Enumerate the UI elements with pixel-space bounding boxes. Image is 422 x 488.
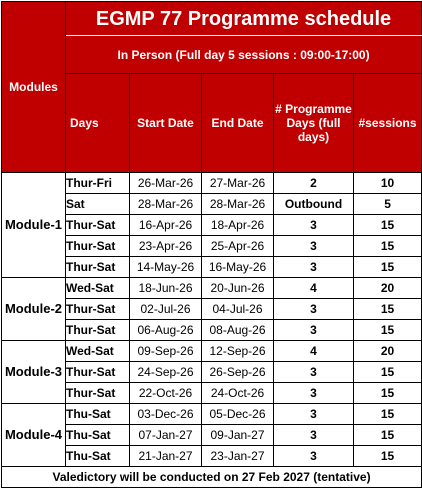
programme-days-cell: 3 <box>273 403 354 425</box>
end-date-cell: 24-Oct-26 <box>201 382 274 404</box>
sessions-cell: 15 <box>352 214 422 236</box>
end-date-cell: 27-Mar-26 <box>201 172 274 194</box>
start-date-cell: 09-Sep-26 <box>129 340 202 362</box>
days-cell: Wed-Sat <box>65 340 130 362</box>
sessions-cell: 20 <box>352 277 422 299</box>
footer-row: Valedictory will be conducted on 27 Feb … <box>0 466 422 488</box>
end-date-cell: 09-Jan-27 <box>201 424 274 446</box>
programme-days-cell: Outbound <box>273 193 354 215</box>
sessions-cell: 5 <box>352 193 422 215</box>
start-date-cell: 18-Jun-26 <box>129 277 202 299</box>
column-header-row: Days Start Date End Date # Programme Day… <box>2 73 422 173</box>
programme-days-cell: 3 <box>273 361 354 383</box>
table-row: Module-4 Thu-Sat 03-Dec-26 05-Dec-26 3 15 <box>1 403 422 467</box>
programme-days-cell: 3 <box>273 445 354 467</box>
end-date-cell: 05-Dec-26 <box>201 403 274 425</box>
start-date-cell: 26-Mar-26 <box>129 172 202 194</box>
end-date-cell: 20-Jun-26 <box>201 277 274 299</box>
start-date-cell: 16-Apr-26 <box>129 214 202 236</box>
start-date-cell: 28-Mar-26 <box>129 193 202 215</box>
start-date-cell: 06-Aug-26 <box>129 319 202 341</box>
sessions-cell: 10 <box>352 172 422 194</box>
subtitle-row: In Person (Full day 5 sessions : 09:00-1… <box>2 35 422 74</box>
module-name: Module-3 <box>1 340 66 404</box>
end-date-cell: 12-Sep-26 <box>201 340 274 362</box>
start-date-cell: 21-Jan-27 <box>129 445 202 467</box>
title-row: Modules EGMP 77 Programme schedule <box>1 1 422 173</box>
end-date-cell: 08-Aug-26 <box>201 319 274 341</box>
module-name: Module-2 <box>1 277 66 341</box>
days-cell: Thur-Sat <box>65 214 130 236</box>
days-cell: Thur-Sat <box>65 298 130 320</box>
days-cell: Thur-Sat <box>65 319 130 341</box>
days-cell: Thur-Sat <box>65 235 130 257</box>
end-date-cell: 04-Jul-26 <box>201 298 274 320</box>
days-cell: Thur-Sat <box>65 382 130 404</box>
end-date-cell: 23-Jan-27 <box>201 445 274 467</box>
days-cell: Thu-Sat <box>65 445 130 467</box>
schedule-subtitle: In Person (Full day 5 sessions : 09:00-1… <box>64 35 422 74</box>
days-cell: Thu-Sat <box>65 403 130 425</box>
start-date-cell: 03-Dec-26 <box>129 403 202 425</box>
schedule-title: EGMP 77 Programme schedule <box>64 1 422 36</box>
sessions-cell: 20 <box>352 340 422 362</box>
programme-days-header: # Programme Days (full days) <box>273 73 354 173</box>
table-row: Thu-Sat 07-Jan-27 09-Jan-27 3 15 <box>2 424 422 446</box>
days-cell: Sat <box>65 193 130 215</box>
sessions-cell: 15 <box>352 361 422 383</box>
end-date-header: End Date <box>201 73 274 173</box>
modules-header: Modules <box>1 1 66 173</box>
end-date-cell: 26-Sep-26 <box>201 361 274 383</box>
sessions-cell: 15 <box>352 319 422 341</box>
start-date-cell: 24-Sep-26 <box>129 361 202 383</box>
start-date-cell: 14-May-26 <box>129 256 202 278</box>
start-date-cell: 07-Jan-27 <box>129 424 202 446</box>
programme-days-cell: 3 <box>273 256 354 278</box>
sessions-cell: 15 <box>352 298 422 320</box>
table-row: Thur-Sat 16-Apr-26 18-Apr-26 3 15 <box>2 214 422 236</box>
sessions-cell: 15 <box>352 403 422 425</box>
sessions-cell: 15 <box>352 256 422 278</box>
programme-days-cell: 3 <box>273 319 354 341</box>
programme-days-cell: 2 <box>273 172 354 194</box>
days-cell: Thur-Sat <box>65 256 130 278</box>
sessions-header: #sessions <box>352 73 422 173</box>
programme-days-cell: 3 <box>273 424 354 446</box>
sessions-cell: 15 <box>352 445 422 467</box>
start-date-cell: 22-Oct-26 <box>129 382 202 404</box>
start-date-cell: 23-Apr-26 <box>129 235 202 257</box>
sessions-cell: 15 <box>352 424 422 446</box>
days-cell: Thu-Sat <box>65 424 130 446</box>
table-row: Module-1 Thur-Fri 26-Mar-26 27-Mar-26 2 10 <box>1 172 422 278</box>
table-row: Thur-Sat 02-Jul-26 04-Jul-26 3 15 <box>2 298 422 320</box>
table-row: Sat 28-Mar-26 28-Mar-26 Outbound 5 <box>2 193 422 215</box>
module-name: Module-1 <box>1 172 66 278</box>
valedictory-note: Valedictory will be conducted on 27 Feb … <box>0 466 422 488</box>
programme-days-cell: 3 <box>273 382 354 404</box>
days-header: Days <box>65 73 130 173</box>
programme-days-cell: 4 <box>273 277 354 299</box>
sessions-cell: 15 <box>352 382 422 404</box>
table-row: Thur-Sat 24-Sep-26 26-Sep-26 3 15 <box>2 361 422 383</box>
table-row: Module-2 Wed-Sat 18-Jun-26 20-Jun-26 4 20 <box>1 277 422 341</box>
table-row: Thur-Sat 14-May-26 16-May-26 3 15 <box>2 256 422 278</box>
end-date-cell: 16-May-26 <box>201 256 274 278</box>
programme-days-cell: 3 <box>273 214 354 236</box>
start-date-cell: 02-Jul-26 <box>129 298 202 320</box>
programme-days-cell: 3 <box>273 298 354 320</box>
module-name: Module-4 <box>1 403 66 467</box>
end-date-cell: 25-Apr-26 <box>201 235 274 257</box>
sessions-cell: 15 <box>352 235 422 257</box>
start-date-header: Start Date <box>129 73 202 173</box>
days-cell: Thur-Fri <box>65 172 130 194</box>
end-date-cell: 28-Mar-26 <box>201 193 274 215</box>
days-cell: Wed-Sat <box>65 277 130 299</box>
programme-days-cell: 4 <box>273 340 354 362</box>
end-date-cell: 18-Apr-26 <box>201 214 274 236</box>
table-row: Module-3 Wed-Sat 09-Sep-26 12-Sep-26 4 20 <box>1 340 422 404</box>
days-cell: Thur-Sat <box>65 361 130 383</box>
programme-days-cell: 3 <box>273 235 354 257</box>
